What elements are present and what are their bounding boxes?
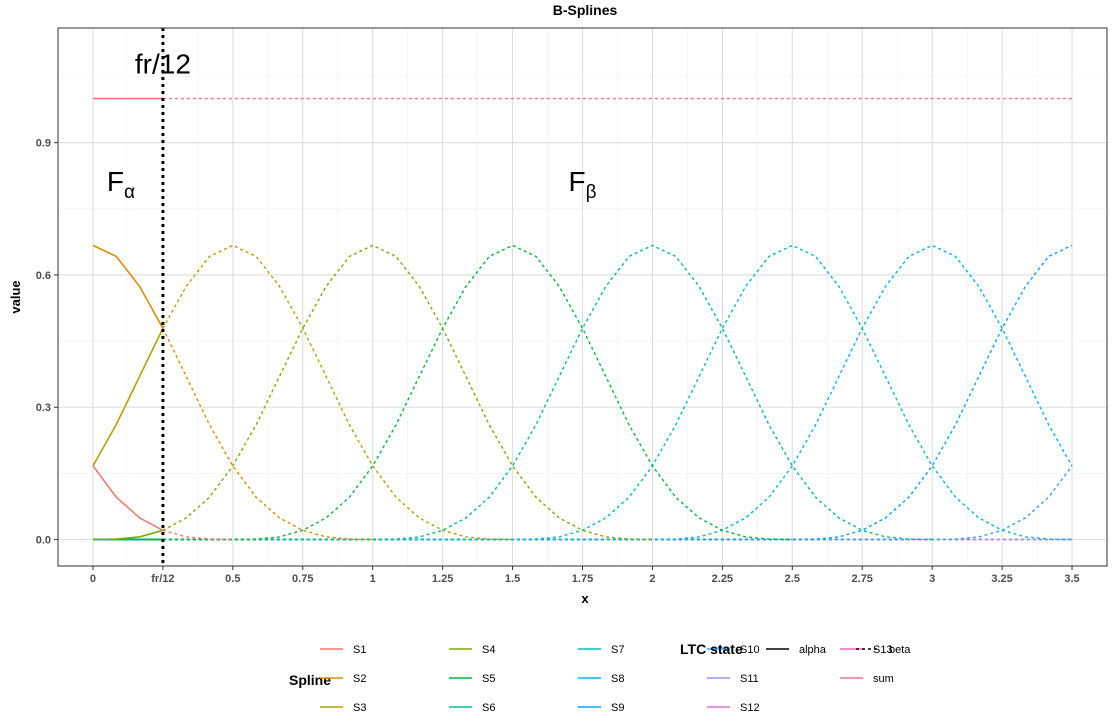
y-axis-ticks: 0.0 0.3 0.6 0.9	[36, 138, 58, 547]
legend-ltc-title: LTC state	[680, 641, 743, 657]
annotations: Fα Fβ	[107, 166, 597, 203]
legend-label-s1: S1	[353, 644, 366, 656]
y-tick-label: 0.0	[36, 535, 51, 547]
legend-label-s10: S10	[740, 644, 760, 656]
series-s8-beta-line	[162, 244, 1073, 541]
legend-label-alpha: alpha	[799, 644, 827, 656]
legend-label-sum: sum	[873, 673, 894, 685]
legend: Spline S1 S2 S3 S4 S5 S6 S7 S8 S9 S10 S11 S12 S13 sum L…	[289, 641, 911, 714]
x-tick-label: 0	[90, 573, 96, 585]
x-tick-label: 3.25	[991, 573, 1012, 585]
series-lines	[92, 97, 1073, 541]
legend-label-s2: S2	[353, 673, 366, 685]
x-tick-label: 1	[370, 573, 376, 585]
legend-label-s9: S9	[611, 702, 624, 714]
y-tick-label: 0.6	[36, 270, 51, 282]
series-s9-beta-line	[162, 244, 1073, 541]
series-s5-beta-line	[162, 244, 793, 541]
legend-label-s13: S13	[873, 644, 893, 656]
series-s3-beta-line	[162, 244, 513, 541]
series-s1-alpha-line	[92, 465, 164, 532]
series-s2-alpha-line	[92, 244, 164, 329]
x-tick-label: 3.5	[1064, 573, 1079, 585]
x-tick-label: 0.75	[292, 573, 313, 585]
series-s3-alpha-line	[92, 327, 164, 467]
series-s4-alpha-line	[92, 529, 164, 541]
y-axis-title: value	[8, 280, 23, 313]
y-tick-label: 0.3	[36, 402, 51, 414]
y-tick-label: 0.9	[36, 138, 51, 150]
legend-label-s6: S6	[482, 702, 495, 714]
x-tick-label: 2	[649, 573, 655, 585]
legend-label-s7: S7	[611, 644, 624, 656]
x-tick-label: 2.75	[852, 573, 873, 585]
x-tick-label: 1.75	[572, 573, 593, 585]
series-s7-beta-line	[162, 244, 1073, 541]
reference-line: fr/12	[135, 28, 191, 566]
vline-label: fr/12	[135, 48, 191, 79]
series-s10-beta-line	[162, 465, 1073, 541]
series-s1-beta-line	[162, 529, 233, 541]
legend-label-s8: S8	[611, 673, 624, 685]
series-s2-beta-line	[162, 327, 373, 541]
legend-label-s4: S4	[482, 644, 495, 656]
legend-spline-title: Spline	[289, 672, 331, 688]
legend-label-s12: S12	[740, 702, 760, 714]
series-s6-beta-line	[162, 244, 933, 541]
x-tick-label: 1.25	[432, 573, 453, 585]
x-tick-label: 3	[929, 573, 935, 585]
x-axis-ticks: 0 fr/12 0.5 0.75 1 1.25 1.5 1.75 2 2.25 2.5 2.75 3 3.…	[90, 566, 1080, 585]
x-tick-label: 0.5	[225, 573, 240, 585]
annotation-0: Fα	[107, 166, 135, 203]
series-s4-beta-line	[162, 244, 653, 541]
chart-title: B-Splines	[553, 2, 618, 18]
x-tick-label: 2.25	[712, 573, 733, 585]
x-axis-title: x	[581, 591, 589, 606]
x-tick-label: 2.5	[785, 573, 800, 585]
x-tick-label: fr/12	[151, 573, 174, 585]
legend-label-s5: S5	[482, 673, 495, 685]
legend-label-s11: S11	[740, 673, 759, 685]
legend-label-s3: S3	[353, 702, 366, 714]
x-tick-label: 1.5	[505, 573, 520, 585]
annotation-1: Fβ	[568, 166, 596, 203]
legend-label-beta: beta	[889, 644, 911, 656]
